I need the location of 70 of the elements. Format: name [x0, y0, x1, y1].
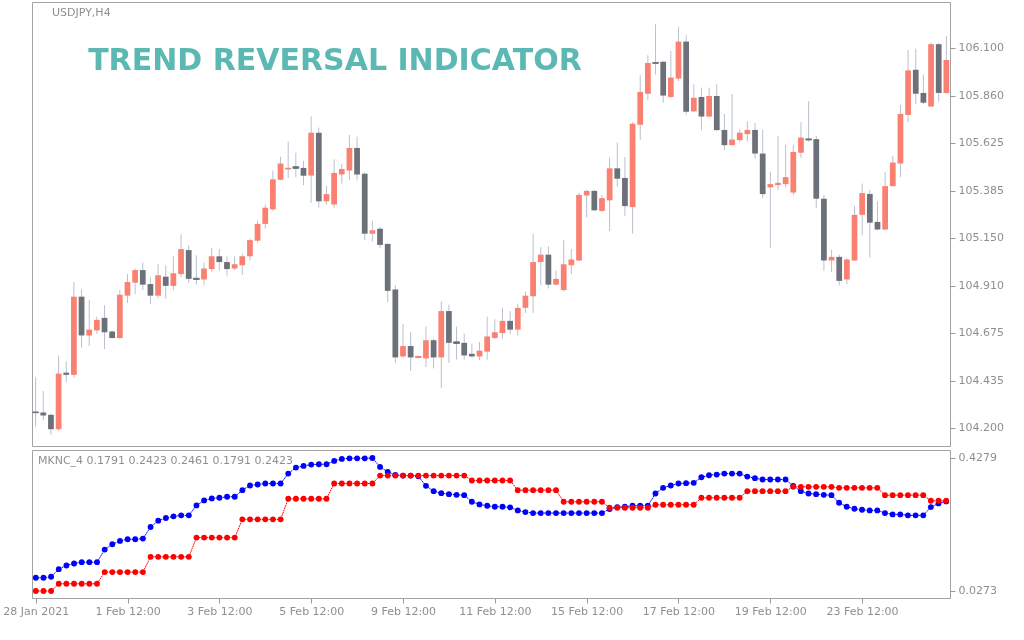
candlestick: [208, 247, 215, 273]
candlestick: [377, 226, 383, 249]
candlestick: [583, 189, 590, 218]
x-tick-label: 15 Feb 12:00: [551, 604, 624, 618]
candlestick: [155, 263, 161, 299]
candlestick: [407, 331, 414, 372]
y-tick-label: 106.100: [958, 41, 1004, 55]
candlestick: [729, 93, 735, 147]
x-tick-label: 19 Feb 12:00: [734, 604, 807, 618]
candlestick: [48, 413, 54, 436]
candlestick: [591, 189, 598, 212]
y-tick-label: 105.860: [958, 89, 1004, 103]
x-tick-label: 11 Feb 12:00: [459, 604, 532, 618]
candlestick: [859, 183, 866, 236]
y-tick-label: 104.435: [958, 374, 1004, 388]
y-tick-label: 0.4279: [958, 451, 997, 465]
candlestick: [124, 273, 131, 304]
candlestick: [553, 270, 559, 286]
x-tick-label: 9 Feb 12:00: [370, 604, 437, 618]
x-tick-label: 28 Jan 2021: [3, 604, 70, 618]
x-tick-label: 1 Feb 12:00: [95, 604, 161, 618]
candlestick: [912, 48, 919, 105]
candlestick: [798, 121, 804, 159]
candlestick: [338, 163, 345, 185]
candlestick: [836, 254, 843, 286]
candlestick: [262, 204, 269, 230]
candlestick: [844, 257, 850, 285]
candlestick: [239, 253, 246, 276]
candlestick: [201, 262, 207, 286]
y-tick-label: 105.150: [958, 231, 1004, 245]
candlestick: [400, 323, 406, 359]
x-tick-label: 23 Feb 12:00: [826, 604, 899, 618]
y-tick-label: 0.0273: [958, 584, 997, 598]
y-tick-label: 105.385: [958, 184, 1004, 198]
candlestick: [216, 248, 223, 272]
candlestick: [706, 87, 712, 118]
chart-title: MKNC_4 0.1791 0.2423 0.2461 0.1791 0.2423: [38, 454, 294, 467]
candlestick: [284, 141, 292, 179]
candlestick: [369, 220, 376, 243]
chart-title: USDJPY,H4: [52, 6, 111, 19]
candlestick: [247, 238, 253, 262]
candlestick: [224, 255, 230, 277]
candlestick: [491, 318, 498, 340]
candlestick: [139, 262, 146, 291]
candlestick: [775, 135, 781, 191]
candlestick: [292, 152, 300, 178]
x-tick-label: 17 Feb 12:00: [642, 604, 716, 618]
candlestick: [690, 83, 697, 113]
candlestick: [767, 171, 774, 249]
y-tick-label: 104.200: [958, 421, 1004, 435]
y-tick-label: 104.910: [958, 279, 1004, 293]
candlestick: [614, 142, 621, 188]
candlestick: [889, 155, 896, 188]
candlestick: [514, 303, 521, 336]
candlestick: [484, 316, 491, 361]
x-tick-label: 5 Feb 12:00: [279, 604, 345, 618]
candlestick: [752, 122, 758, 160]
y-tick-label: 104.675: [958, 326, 1004, 340]
candlestick: [162, 264, 169, 300]
x-tick-label: 3 Feb 12:00: [187, 604, 253, 618]
annotation: TREND REVERSAL INDICATOR: [88, 42, 582, 77]
candlestick: [537, 246, 544, 286]
candlestick: [132, 267, 138, 295]
candlestick: [667, 50, 674, 99]
candlestick: [170, 255, 177, 291]
candlestick: [507, 310, 513, 335]
candlestick: [147, 276, 154, 305]
candlestick: [86, 299, 93, 347]
y-tick-label: 105.625: [958, 136, 1004, 150]
candlestick: [63, 360, 70, 383]
